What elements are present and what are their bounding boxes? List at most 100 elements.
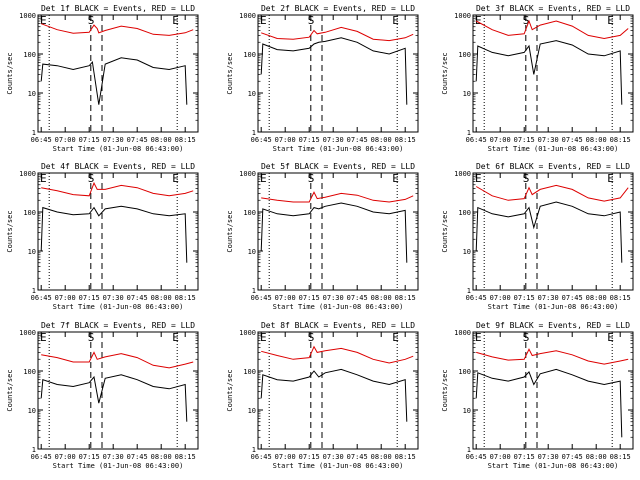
chart-title: Det 2f BLACK = Events, RED = LLD	[261, 4, 415, 13]
marker-label: E	[172, 331, 179, 344]
x-tick-label: 08:00	[151, 136, 172, 144]
marker-label: E	[260, 331, 267, 344]
x-tick-label: 07:30	[323, 453, 344, 461]
x-tick-label: 07:15	[514, 136, 535, 144]
y-tick-label: 1000	[19, 329, 36, 337]
lld-series-line	[261, 26, 414, 42]
plot-frame	[257, 331, 419, 450]
marker-label: S	[523, 172, 530, 185]
x-tick-label: 06:45	[251, 136, 272, 144]
x-tick-label: 07:15	[79, 294, 100, 302]
x-tick-label: 06:45	[466, 453, 487, 461]
marker-label: S	[523, 331, 530, 344]
y-tick-label: 1	[32, 129, 36, 137]
y-tick-label: 100	[458, 51, 471, 59]
events-series-line	[475, 40, 623, 105]
y-axis-label: Counts/sec	[441, 369, 449, 411]
lld-series-line	[261, 345, 414, 364]
chart-title: Det 5f BLACK = Events, RED = LLD	[261, 162, 415, 171]
y-tick-label: 100	[23, 209, 36, 217]
chart-title: Det 1f BLACK = Events, RED = LLD	[41, 4, 195, 13]
marker-label: E	[392, 14, 399, 27]
x-axis-label: Start Time (01-Jun-08 06:43:00)	[273, 145, 404, 153]
x-tick-label: 07:15	[299, 136, 320, 144]
x-tick-label: 07:30	[538, 136, 559, 144]
events-series-line	[475, 368, 623, 438]
events-series-line	[260, 202, 408, 263]
y-tick-label: 10	[463, 248, 471, 256]
events-series-line	[475, 201, 623, 263]
plot-frame	[472, 14, 634, 133]
x-tick-label: 07:30	[103, 294, 124, 302]
plot-frame	[257, 172, 419, 291]
y-axis-label: Counts/sec	[6, 210, 14, 252]
y-tick-label: 1000	[239, 170, 256, 178]
y-tick-label: 1	[467, 446, 471, 454]
y-axis-label: Counts/sec	[441, 210, 449, 252]
x-tick-label: 07:00	[55, 453, 76, 461]
x-tick-label: 07:45	[127, 294, 148, 302]
chart-panel: Det 1f BLACK = Events, RED = LLD 1 10 100 10…	[6, 4, 199, 153]
marker-label: E	[607, 14, 614, 27]
chart-title: Det 3f BLACK = Events, RED = LLD	[476, 4, 630, 13]
y-tick-label: 1	[467, 129, 471, 137]
x-axis-label: Start Time (01-Jun-08 06:43:00)	[488, 303, 619, 311]
plot-frame	[257, 14, 419, 133]
x-tick-label: 07:00	[275, 294, 296, 302]
y-tick-label: 1	[252, 287, 256, 295]
y-tick-label: 1000	[19, 12, 36, 20]
x-tick-label: 07:00	[55, 294, 76, 302]
marker-label: E	[40, 14, 47, 27]
plot-frame	[37, 172, 199, 291]
lld-series-line	[475, 184, 629, 202]
y-tick-label: 10	[28, 248, 36, 256]
chart-panel: Det 6f BLACK = Events, RED = LLD 1 10 100 10…	[441, 162, 634, 311]
events-series-line	[40, 374, 188, 422]
x-tick-label: 07:00	[490, 294, 511, 302]
y-tick-label: 10	[248, 248, 256, 256]
chart-panel: Det 8f BLACK = Events, RED = LLD 1 10 100 10…	[226, 321, 419, 470]
chart-title: Det 4f BLACK = Events, RED = LLD	[41, 162, 195, 171]
events-series-line	[40, 205, 188, 263]
plot-frame	[472, 172, 634, 291]
x-tick-label: 08:00	[371, 136, 392, 144]
y-tick-label: 1000	[19, 170, 36, 178]
chart-panel: Det 5f BLACK = Events, RED = LLD 1 10 100 10…	[226, 162, 419, 311]
y-tick-label: 1000	[239, 329, 256, 337]
x-tick-label: 08:00	[151, 294, 172, 302]
x-axis-label: Start Time (01-Jun-08 06:43:00)	[488, 145, 619, 153]
x-tick-label: 07:00	[275, 136, 296, 144]
marker-label: S	[88, 331, 95, 344]
y-tick-label: 1	[467, 287, 471, 295]
marker-label: E	[475, 331, 482, 344]
x-tick-label: 06:45	[466, 136, 487, 144]
x-tick-label: 08:15	[610, 136, 631, 144]
x-tick-label: 07:45	[347, 136, 368, 144]
lld-series-line	[41, 23, 194, 36]
x-axis-label: Start Time (01-Jun-08 06:43:00)	[273, 303, 404, 311]
x-tick-label: 08:00	[151, 453, 172, 461]
marker-label: E	[40, 172, 47, 185]
x-axis-label: Start Time (01-Jun-08 06:43:00)	[53, 303, 184, 311]
marker-label: S	[88, 172, 95, 185]
x-axis-label: Start Time (01-Jun-08 06:43:00)	[488, 462, 619, 470]
marker-label: E	[392, 172, 399, 185]
y-tick-label: 100	[23, 51, 36, 59]
x-tick-label: 08:00	[586, 136, 607, 144]
lld-series-line	[475, 19, 629, 40]
events-series-line	[260, 368, 408, 422]
lld-series-line	[261, 191, 414, 203]
marker-label: E	[607, 331, 614, 344]
chart-panel: Det 4f BLACK = Events, RED = LLD 1 10 100 10…	[6, 162, 199, 311]
x-tick-label: 06:45	[251, 453, 272, 461]
y-tick-label: 10	[28, 407, 36, 415]
x-tick-label: 08:15	[395, 136, 416, 144]
chart-title: Det 7f BLACK = Events, RED = LLD	[41, 321, 195, 330]
x-tick-label: 08:15	[175, 294, 196, 302]
x-tick-label: 08:00	[586, 453, 607, 461]
x-tick-label: 08:15	[175, 453, 196, 461]
y-tick-label: 100	[458, 209, 471, 217]
y-tick-label: 10	[28, 90, 36, 98]
chart-panel: Det 3f BLACK = Events, RED = LLD 1 10 100 10…	[441, 4, 634, 153]
x-tick-label: 07:45	[562, 136, 583, 144]
